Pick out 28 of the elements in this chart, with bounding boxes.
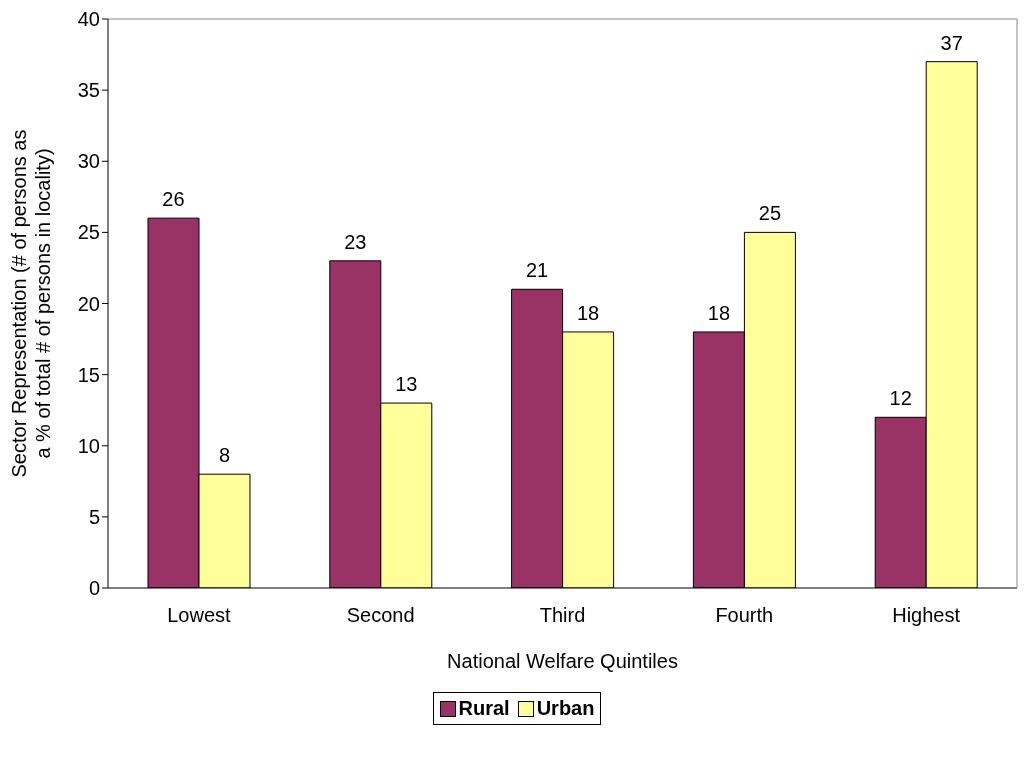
data-label: 13 xyxy=(395,373,418,396)
y-tick-label: 30 xyxy=(77,150,100,173)
data-label: 8 xyxy=(218,444,231,467)
x-tick-label: Fourth xyxy=(715,604,774,627)
data-label: 26 xyxy=(162,188,185,211)
data-label: 37 xyxy=(940,31,963,54)
data-label: 25 xyxy=(758,202,782,225)
y-tick-label: 10 xyxy=(77,434,100,457)
x-axis-title: National Welfare Quintiles xyxy=(447,650,678,672)
data-label: 12 xyxy=(889,387,912,410)
y-tick-label: 25 xyxy=(77,221,100,244)
y-tick-label: 0 xyxy=(88,577,100,600)
legend-label: Urban xyxy=(535,697,595,720)
data-label: 23 xyxy=(344,230,367,253)
y-tick-label: 35 xyxy=(77,79,100,102)
y-tick-label: 40 xyxy=(77,8,100,31)
data-label: 21 xyxy=(525,259,549,282)
x-tick-label: Lowest xyxy=(167,604,232,627)
data-label: 18 xyxy=(576,301,600,324)
y-tick-label: 20 xyxy=(77,292,100,315)
x-tick-label: Third xyxy=(539,604,586,627)
x-tick-label: Second xyxy=(346,604,415,627)
data-label: 18 xyxy=(707,301,731,324)
y-tick-label: 5 xyxy=(88,505,100,528)
y-tick-label: 15 xyxy=(77,363,100,386)
y-axis-title: Sector Representation (# of persons as a % of total # of persons in locality) xyxy=(8,129,54,478)
legend-label: Rural xyxy=(457,697,510,720)
x-tick-label: Highest xyxy=(892,604,961,627)
